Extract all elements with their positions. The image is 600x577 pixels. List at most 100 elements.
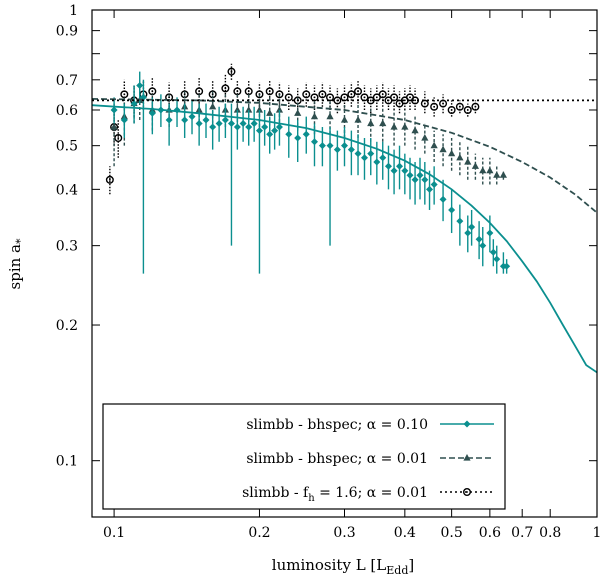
series-2-point-43 [463, 105, 472, 114]
series-0-point-15 [221, 116, 229, 124]
series-1-point-25 [421, 133, 429, 141]
series-2-point-29-center [369, 99, 372, 102]
series-0-point-0 [110, 106, 118, 114]
series-0-point-39 [379, 154, 387, 162]
series-0-point-40 [384, 162, 392, 170]
series-2-point-41-center [450, 109, 453, 111]
series-0-point-35 [354, 150, 362, 158]
series-1-point-21 [379, 119, 387, 127]
series-2-point-20 [302, 90, 311, 99]
series-2-point-27 [354, 87, 363, 96]
series-0-point-29 [310, 138, 318, 146]
series-2-point-16-center [268, 90, 271, 93]
series-0-fit-curve [92, 104, 597, 374]
series-1-point-33 [486, 166, 494, 174]
series-2-point-8-center [183, 93, 186, 96]
series-0-point-3 [136, 81, 144, 89]
series-0-point-1 [120, 116, 128, 124]
series-0-point-42 [396, 162, 404, 170]
series-0-point-55 [475, 235, 483, 243]
series-2-point-17 [275, 90, 284, 99]
legend-label-2: slimbb - fh = 1.6; α = 0.01 [242, 485, 428, 504]
series-0-point-30 [318, 142, 326, 150]
series-2-point-11 [221, 84, 230, 93]
series-2-point-38 [420, 99, 429, 108]
series-2-point-25 [340, 93, 349, 102]
series-2-point-23-center [329, 96, 331, 99]
series-0-point-38 [373, 158, 381, 166]
series-0-point-18 [239, 119, 247, 127]
series-0-point-48 [426, 185, 434, 193]
x-tick-label-1: 0.2 [248, 525, 270, 541]
series-0 [110, 71, 511, 274]
legend-label-1: slimbb - bhspec; α = 0.01 [246, 451, 428, 467]
series-2-point-30-center [375, 96, 378, 99]
x-tick-label-7: 0.8 [539, 525, 561, 541]
series-0-point-43 [401, 167, 409, 175]
series-2-point-6-center [151, 90, 154, 93]
series-2-point-25-center [343, 96, 346, 99]
series-0-point-57 [486, 229, 494, 237]
series-2-point-44 [471, 102, 480, 111]
series-2-point-9-center [198, 90, 201, 93]
series-1-point-29 [456, 153, 464, 161]
fit-curves-layer [92, 98, 597, 374]
series-1-point-20 [367, 119, 375, 127]
series-0-point-54 [468, 223, 476, 231]
series-layer [105, 63, 511, 274]
series-1-point-30 [464, 157, 472, 165]
series-2-point-11-center [224, 87, 227, 90]
series-2-point-16 [265, 87, 274, 96]
x-tick-label-0: 0.1 [103, 525, 125, 541]
series-0-point-44 [406, 171, 414, 179]
x-axis-label: luminosity L [LEdd] [272, 556, 414, 577]
series-2-point-41 [447, 105, 456, 114]
y-tick-label-2: 0.3 [56, 239, 78, 255]
legend-box [102, 403, 506, 510]
series-0-point-41 [390, 167, 398, 175]
series-2-point-21-center [313, 96, 316, 99]
series-1-point-32 [479, 166, 487, 174]
series-0-point-49 [430, 181, 438, 189]
y-tick-label-1: 0.2 [56, 318, 78, 334]
series-2-point-26-center [350, 93, 353, 96]
x-tick-label-6: 0.7 [511, 525, 533, 541]
series-0-point-23 [266, 130, 274, 138]
series-0-point-21 [255, 127, 263, 135]
series-2-point-22-center [321, 93, 324, 96]
series-1-point-12 [255, 105, 264, 113]
series-2-point-42-center [458, 105, 461, 108]
series-1-point-8 [209, 102, 217, 110]
series-1-point-35 [499, 171, 508, 178]
series-0-point-59 [493, 255, 501, 263]
series-2-point-39-center [433, 105, 436, 108]
series-0-point-26 [285, 130, 293, 138]
x-tick-label-8: 1 [593, 525, 600, 541]
series-0-point-50 [439, 195, 447, 203]
series-0-point-14 [215, 119, 223, 127]
series-2-point-39 [430, 102, 439, 111]
series-2-point-15 [255, 90, 264, 99]
y-tick-label-0: 0.1 [56, 454, 78, 470]
series-2-point-2-center [117, 137, 120, 139]
y-axis-label: spin a* [6, 238, 27, 289]
series-2-point-33 [390, 93, 399, 102]
series-1-point-27 [439, 145, 447, 153]
series-0-point-31 [326, 142, 334, 150]
series-0-point-33 [341, 142, 348, 150]
series-0-point-9 [181, 116, 189, 124]
series-0-point-19 [245, 123, 253, 131]
series-0-point-53 [464, 229, 472, 237]
series-2-point-12 [227, 67, 236, 76]
series-2-point-20-center [305, 93, 308, 96]
series-0-point-11 [195, 119, 203, 127]
series-2-point-38-center [423, 102, 426, 105]
series-2-point-31 [378, 90, 387, 99]
series-2-point-12-center [230, 70, 233, 73]
y-tick-label-6: 0.7 [56, 73, 78, 89]
y-tick-label-5: 0.6 [56, 103, 78, 119]
series-2-point-2 [114, 133, 123, 142]
series-2-point-42 [455, 102, 464, 111]
legend-marker-2 [463, 488, 472, 497]
series-0-point-22 [261, 123, 269, 131]
